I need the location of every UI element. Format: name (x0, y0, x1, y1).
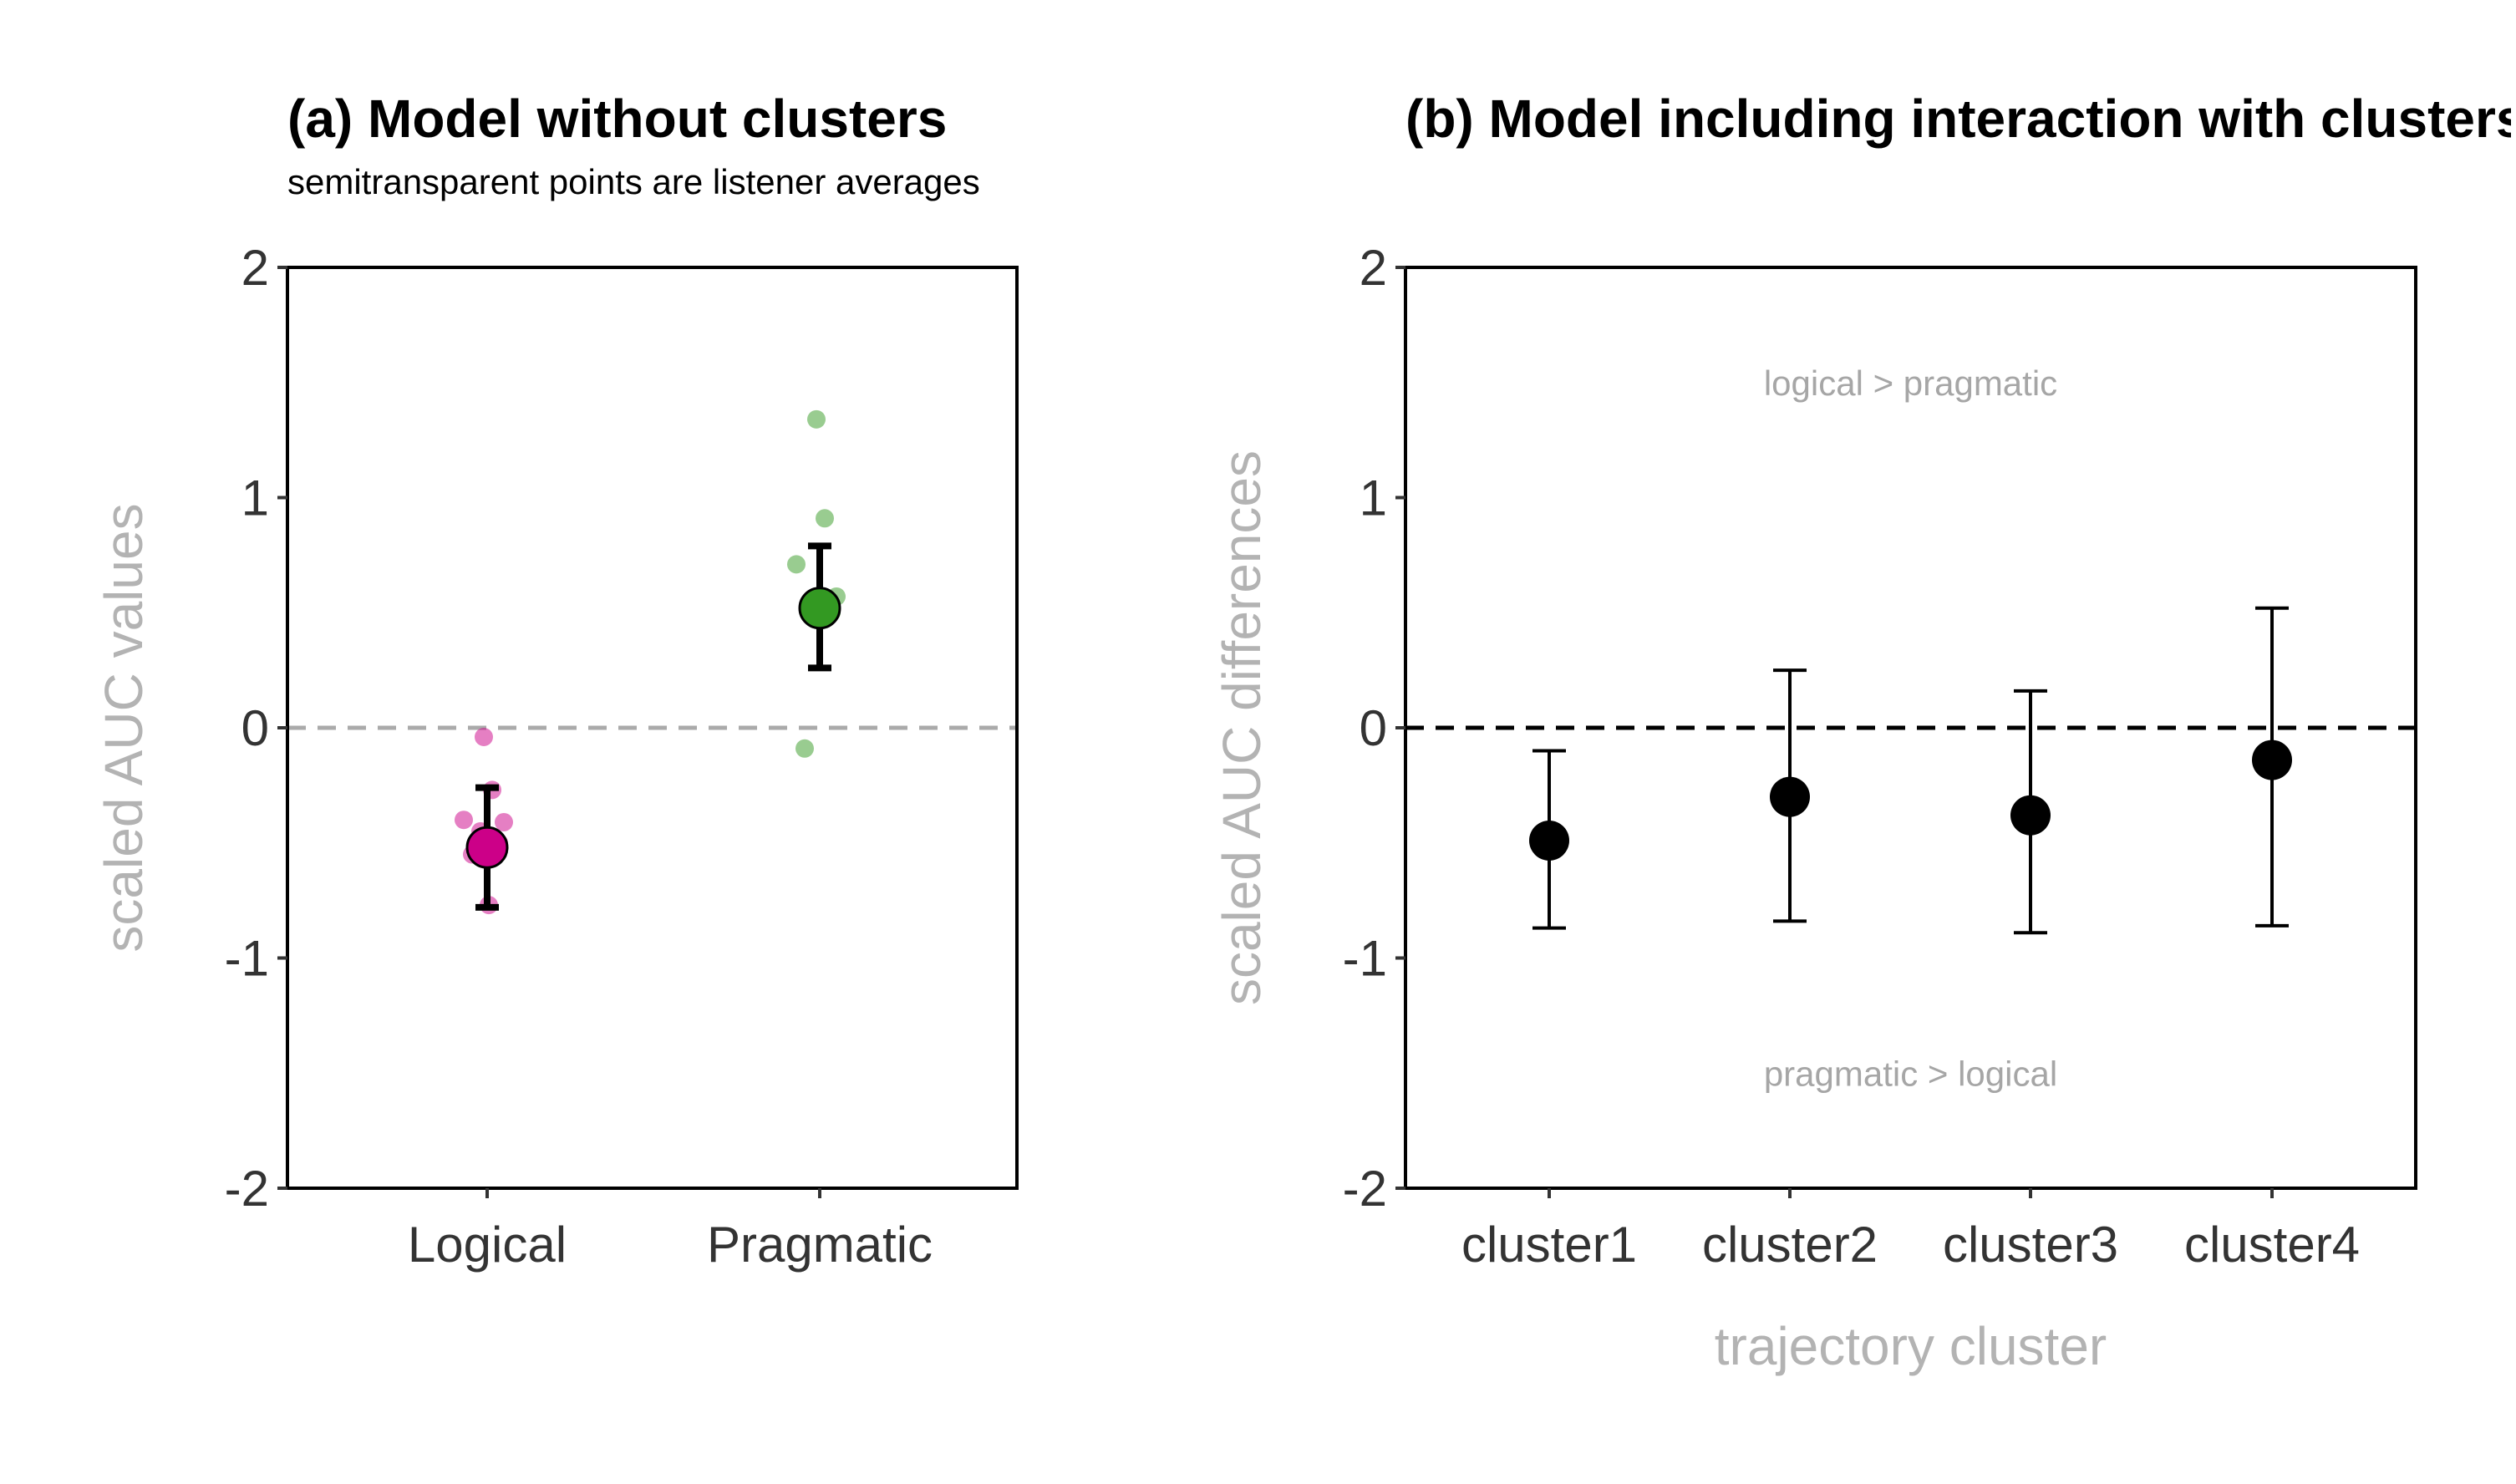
panel-a-xtick-label: Logical (408, 1217, 567, 1273)
panel-a-listener-point-pragmatic (807, 409, 826, 429)
panel-b-estimate-point-cluster2 (1770, 776, 1810, 817)
panel-b-ytick-label: 0 (1360, 700, 1387, 756)
panel-a-listener-point-logical (455, 811, 473, 830)
panel-a-title: (a) Model without clusters (287, 89, 947, 149)
panel-b-title: (b) Model including interaction with clu… (1405, 89, 2516, 149)
panel-b-estimate-point-cluster3 (2010, 795, 2051, 836)
panel-a-xtick-label: Pragmatic (707, 1217, 933, 1273)
panel-b-ytick-label: -1 (1343, 931, 1387, 987)
panel-b-xtick-label: cluster4 (2184, 1217, 2360, 1273)
panel-b-xtick-label: cluster2 (1702, 1217, 1878, 1273)
panel-a-ytick-label: 1 (241, 470, 269, 526)
panel-b-ytick-label: -2 (1343, 1161, 1387, 1217)
panel-b-y-axis-title: scaled AUC differences (1212, 450, 1272, 1005)
panel-a-listener-point-pragmatic (816, 509, 834, 528)
panel-b-xtick-label: cluster1 (1461, 1217, 1637, 1273)
panel-a-estimate-point-logical (465, 826, 509, 869)
panel-a-subtitle: semitransparent points are listener aver… (287, 162, 980, 201)
panel-b-estimate-point-cluster4 (2252, 739, 2292, 780)
panel-b-ytick-label: 1 (1360, 470, 1387, 526)
panel-a-ytick-label: 2 (241, 240, 269, 296)
panel-a-ytick-label: 0 (241, 700, 269, 756)
panel-a-ytick-label: -1 (225, 931, 269, 987)
panel-b-annotation: pragmatic > logical (1764, 1054, 2057, 1093)
panel-a-estimate-point-pragmatic (798, 587, 841, 630)
panel-b-estimate-point-cluster1 (1529, 820, 1569, 861)
panel-a-listener-point-logical (475, 728, 493, 747)
panel-a-y-axis-title: scaled AUC values (94, 503, 154, 952)
panel-a-listener-point-pragmatic (795, 739, 814, 758)
panel-b-x-axis-title: trajectory cluster (1715, 1316, 2107, 1376)
panel-a-listener-point-logical (495, 812, 513, 831)
panel-b-xtick-label: cluster3 (1943, 1217, 2118, 1273)
panel-a-ytick-label: -2 (225, 1161, 269, 1217)
panel-a-listener-point-pragmatic (787, 555, 806, 574)
panel-b-annotation: logical > pragmatic (1764, 363, 2057, 403)
panel-b-ytick-label: 2 (1360, 240, 1387, 296)
